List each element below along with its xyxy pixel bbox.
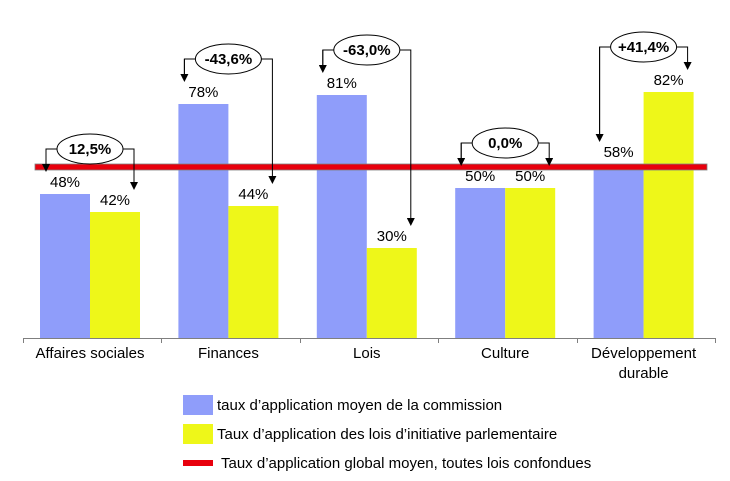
difference-bubble-3	[333, 34, 401, 66]
legend-reference-swatch	[183, 460, 213, 466]
x-tick-label-1: Affaires sociales	[36, 345, 145, 362]
difference-label-2: -43,6%	[205, 51, 253, 68]
data-label-series1-3: 81%	[327, 75, 357, 92]
difference-label-1: 12,5%	[69, 141, 112, 158]
data-label-series2-2: 44%	[238, 186, 268, 203]
legend-reference-label: Taux d’application global moyen, toutes …	[221, 455, 591, 472]
bar-series1-4	[455, 188, 506, 338]
x-tick-label-5: Développement durable	[591, 345, 697, 382]
bar-series2-5	[643, 92, 694, 338]
x-tick-label-2: Finances	[198, 345, 259, 362]
difference-bubble-2	[194, 43, 262, 75]
data-label-series2-3: 30%	[377, 228, 407, 245]
bar-series1-5	[593, 164, 644, 338]
difference-bubble-5	[610, 31, 678, 63]
data-label-series1-4: 50%	[465, 168, 495, 185]
plot-area: Affaires sociales Finances Lois Culture Déve…	[23, 31, 716, 382]
data-label-series2-4: 50%	[515, 168, 545, 185]
difference-bubble-1	[56, 133, 124, 165]
bar-series1-2	[178, 104, 229, 338]
x-tick-label-3: Lois	[353, 345, 381, 362]
bar-series1-1	[40, 194, 90, 338]
data-label-series1-5: 58%	[604, 144, 634, 161]
legend-series1-label: taux d’application moyen de la commissio…	[217, 397, 502, 414]
legend-series1-swatch	[183, 395, 213, 415]
bar-series2-1	[90, 212, 140, 338]
bar-series2-4	[505, 188, 556, 338]
data-label-series2-1: 42%	[100, 192, 130, 209]
reference-line	[34, 163, 708, 171]
x-tick-label-4: Culture	[481, 345, 529, 362]
bar-series2-3	[366, 248, 417, 338]
legend-series2-swatch	[183, 424, 213, 444]
difference-label-5: +41,4%	[618, 39, 669, 56]
difference-bubble-4	[471, 127, 539, 159]
data-label-series1-1: 48%	[50, 174, 80, 191]
data-label-series2-5: 82%	[654, 72, 684, 89]
difference-label-3: -63,0%	[343, 42, 391, 59]
bar-series2-2	[228, 206, 279, 338]
legend: taux d’application moyen de la commissio…	[183, 395, 591, 472]
legend-series2-label: Taux d’application des lois d’initiative…	[217, 426, 557, 443]
difference-label-4: 0,0%	[488, 135, 522, 152]
data-label-series1-2: 78%	[188, 84, 218, 101]
bar-series1-3	[316, 95, 367, 338]
